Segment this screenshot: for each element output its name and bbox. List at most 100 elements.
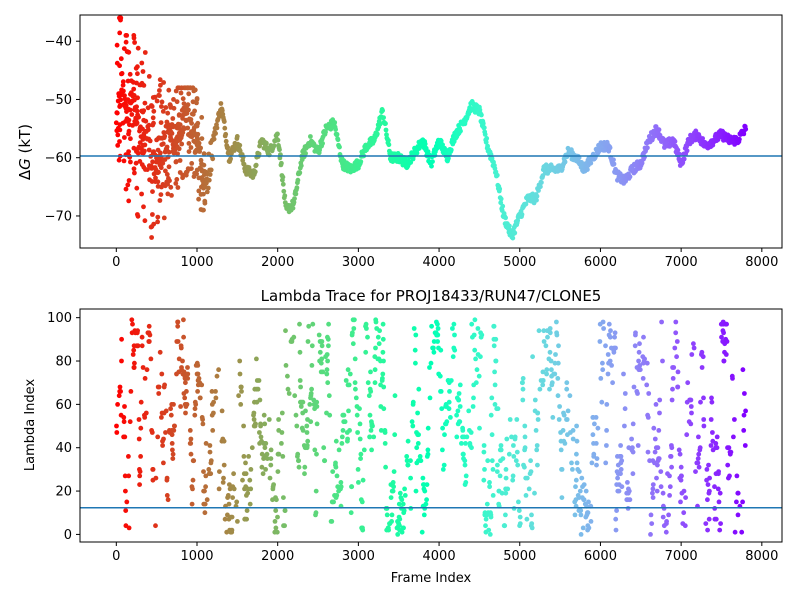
delta-g-point [147, 138, 153, 144]
lambda-point [303, 408, 308, 414]
lambda-point [363, 321, 369, 327]
lambda-point [562, 441, 568, 446]
lambda-point [320, 369, 326, 375]
delta-g-point [142, 100, 148, 106]
lambda-point [523, 493, 529, 498]
lambda-point [365, 334, 370, 340]
lambda-point [709, 399, 715, 405]
lambda-point [138, 399, 144, 405]
lambda-point [267, 475, 273, 481]
lambda-point [372, 367, 378, 373]
lambda-point [214, 373, 220, 379]
delta-g-point [446, 155, 451, 161]
delta-g-point [279, 160, 284, 166]
lambda-point [515, 462, 521, 468]
delta-g-point [137, 140, 143, 146]
lambda-point [708, 417, 714, 422]
delta-g-point [168, 129, 174, 135]
lambda-point [400, 501, 406, 507]
lambda-point [693, 469, 698, 474]
lambda-point [283, 363, 289, 368]
lambda-point [132, 360, 137, 366]
delta-g-point [184, 169, 190, 175]
delta-g-point [180, 96, 186, 102]
lambda-point [706, 462, 711, 468]
delta-g-point [295, 177, 301, 183]
lambda-point [668, 454, 674, 459]
lambda-point [451, 321, 457, 327]
lambda-point [348, 510, 354, 516]
lambda-point [231, 471, 237, 477]
lambda-point [123, 508, 129, 513]
lambda-point [511, 443, 516, 448]
delta-g-point [134, 104, 140, 110]
delta-g-point [188, 145, 194, 150]
lambda-point [697, 445, 703, 451]
lambda-point [121, 419, 127, 425]
lambda-point [216, 486, 222, 492]
delta-g-point [126, 131, 131, 137]
lambda-point [271, 482, 276, 487]
lambda-point [367, 434, 373, 440]
lambda-y-axis-label: Lambda Index [23, 379, 38, 472]
lambda-point [456, 391, 462, 396]
delta-g-point [150, 189, 155, 195]
x-tick-label: 8000 [745, 549, 778, 564]
lambda-point [272, 519, 278, 524]
lambda-point [234, 499, 240, 505]
lambda-point [190, 477, 196, 483]
lambda-point [257, 430, 262, 435]
lambda-point [399, 529, 405, 535]
delta-g-point [177, 122, 183, 128]
lambda-point [243, 460, 248, 466]
lambda-point [630, 445, 635, 451]
lambda-point [338, 480, 344, 485]
delta-g-point [135, 71, 140, 77]
lambda-point [477, 425, 482, 431]
lambda-point [437, 373, 443, 379]
delta-g-point [458, 128, 463, 134]
lambda-point [279, 441, 284, 446]
lambda-point [334, 473, 340, 479]
lambda-point [405, 438, 411, 444]
lambda-point [305, 438, 311, 444]
delta-g-point [277, 147, 282, 153]
x-tick-label: 2000 [261, 549, 294, 564]
lambda-point [268, 462, 274, 468]
lambda-point [573, 484, 578, 490]
delta-g-point [143, 118, 149, 124]
lambda-point [116, 393, 122, 399]
lambda-point [555, 376, 561, 381]
lambda-point [185, 365, 190, 370]
lambda-point [482, 467, 487, 472]
lambda-point [411, 326, 417, 331]
delta-g-point [334, 132, 340, 137]
delta-g-point [700, 136, 705, 141]
lambda-point [312, 447, 318, 453]
lambda-point [520, 386, 526, 392]
lambda-point [543, 343, 549, 349]
lambda-point [503, 490, 509, 496]
lambda-point [420, 475, 426, 481]
lambda-point [461, 451, 466, 457]
lambda-plot-frame [79, 308, 783, 543]
lambda-point [644, 382, 650, 388]
lambda-point [520, 376, 526, 381]
lambda-point [225, 512, 230, 518]
lambda-point [280, 454, 286, 459]
lambda-point [275, 514, 280, 520]
lambda-point [340, 428, 346, 433]
lambda-point [641, 334, 646, 340]
lambda-point [358, 451, 364, 457]
lambda-point [293, 412, 299, 418]
lambda-point [131, 347, 137, 353]
delta-g-point [175, 185, 181, 190]
lambda-point [473, 356, 478, 362]
lambda-point [618, 467, 624, 472]
delta-g-point [132, 40, 138, 45]
lambda-point [604, 443, 609, 448]
delta-g-point [377, 121, 383, 127]
lambda-point [128, 389, 134, 394]
x-tick-label: 7000 [665, 549, 698, 564]
delta-g-point [332, 120, 338, 125]
